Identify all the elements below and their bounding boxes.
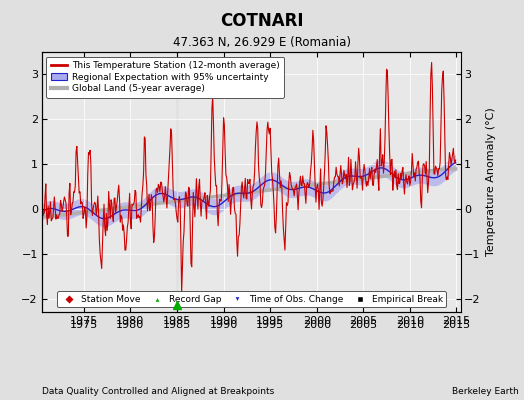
Text: 2010: 2010	[396, 320, 424, 330]
Text: 2000: 2000	[303, 320, 331, 330]
Text: Berkeley Earth: Berkeley Earth	[452, 387, 519, 396]
Text: 47.363 N, 26.929 E (Romania): 47.363 N, 26.929 E (Romania)	[173, 36, 351, 49]
Text: 1975: 1975	[70, 320, 98, 330]
Y-axis label: Temperature Anomaly (°C): Temperature Anomaly (°C)	[486, 108, 496, 256]
Text: 1980: 1980	[116, 320, 145, 330]
Text: COTNARI: COTNARI	[220, 12, 304, 30]
Text: 2015: 2015	[442, 320, 471, 330]
Text: 2005: 2005	[349, 320, 377, 330]
Text: 1985: 1985	[163, 320, 191, 330]
Text: Data Quality Controlled and Aligned at Breakpoints: Data Quality Controlled and Aligned at B…	[42, 387, 274, 396]
Text: 1995: 1995	[256, 320, 285, 330]
Text: 1990: 1990	[210, 320, 238, 330]
Legend: Station Move, Record Gap, Time of Obs. Change, Empirical Break: Station Move, Record Gap, Time of Obs. C…	[57, 291, 446, 308]
